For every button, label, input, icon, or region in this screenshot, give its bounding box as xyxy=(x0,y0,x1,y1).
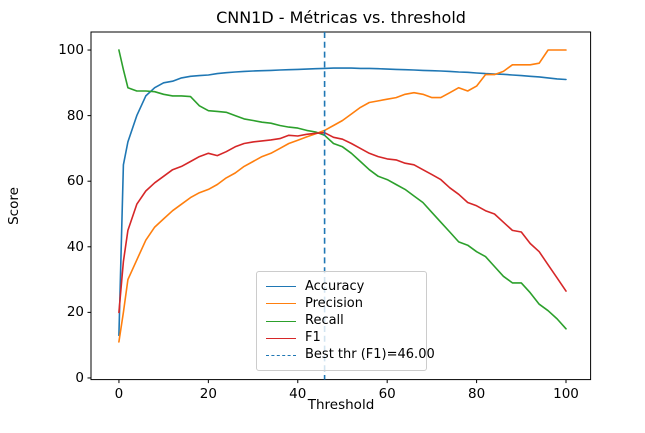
y-axis-label: Score xyxy=(6,187,22,225)
legend-label: Recall xyxy=(305,313,344,328)
x-tick-label: 40 xyxy=(289,385,307,402)
legend-entry-f1: F1 xyxy=(266,330,417,347)
legend-entry-precision: Precision xyxy=(266,295,417,312)
legend-entry-accuracy: Accuracy xyxy=(266,278,417,295)
legend-label: F1 xyxy=(305,330,321,346)
legend: Accuracy Precision Recall F1 Best thr (F1)=4… xyxy=(256,271,435,371)
y-tick-label: 20 xyxy=(66,304,84,321)
legend-line-sample xyxy=(266,286,296,288)
y-tick-label: 0 xyxy=(75,369,84,386)
legend-dashed-line-sample xyxy=(266,354,296,356)
legend-entry-recall: Recall xyxy=(266,312,417,329)
plot-frame xyxy=(90,31,592,381)
x-axis-label: Threshold xyxy=(307,397,375,413)
legend-label: Best thr (F1)=46.00 xyxy=(305,347,435,363)
chart-title: CNN1D - Métricas vs. threshold xyxy=(216,8,466,27)
y-tick-label: 40 xyxy=(66,238,84,255)
legend-line-sample xyxy=(266,320,296,322)
legend-line-sample xyxy=(266,303,296,305)
series-line-precision xyxy=(118,49,567,343)
series-line-f1 xyxy=(118,131,567,314)
series-line-recall xyxy=(118,49,567,330)
y-tick-label: 80 xyxy=(66,107,84,124)
x-tick-label: 0 xyxy=(114,385,124,402)
x-tick-label: 20 xyxy=(199,385,217,402)
legend-label: Accuracy xyxy=(305,278,365,294)
x-tick-label: 80 xyxy=(468,385,486,402)
x-tick-label: 100 xyxy=(553,385,579,402)
y-tick-label: 60 xyxy=(66,173,84,190)
legend-entry-best-thr-f1-46-00: Best thr (F1)=46.00 xyxy=(266,347,435,364)
legend-line-sample xyxy=(266,337,296,339)
legend-label: Precision xyxy=(305,295,364,311)
y-tick-label: 100 xyxy=(58,42,84,59)
x-tick-label: 60 xyxy=(378,385,396,402)
